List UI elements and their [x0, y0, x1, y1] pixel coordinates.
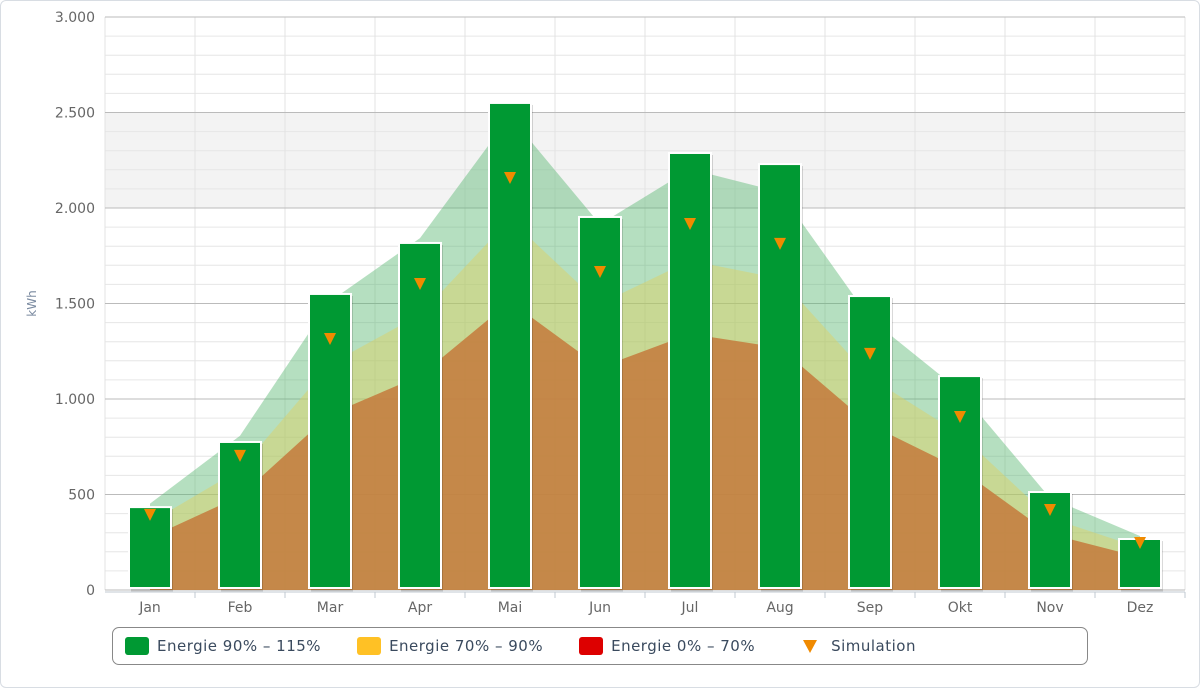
simulation-marker-Sep: [864, 347, 876, 360]
y-tick-label: 1.500: [55, 297, 95, 313]
x-tick-label: Mai: [498, 600, 523, 616]
bar-Feb: [218, 440, 262, 589]
y-tick-label: 2.500: [55, 106, 95, 122]
x-tick-label: Mar: [317, 600, 344, 616]
bar-Jun: [578, 215, 622, 590]
legend-item-simulation[interactable]: Simulation: [791, 637, 916, 655]
x-tick-label: Jun: [588, 600, 611, 616]
simulation-marker-Mai: [504, 172, 516, 185]
simulation-marker-Nov: [1044, 503, 1056, 516]
yellow-swatch-icon: [357, 637, 382, 655]
x-tick-label: Nov: [1036, 600, 1063, 616]
area-band-70%: [150, 301, 1140, 590]
y-axis-label: kWh: [25, 290, 39, 316]
y-tick-label: 500: [68, 488, 95, 504]
simulation-marker-Mar: [324, 333, 336, 346]
x-tick-label: Dez: [1127, 600, 1154, 616]
simulation-marker-Apr: [414, 278, 426, 291]
legend-item-90-115[interactable]: Energie 90% – 115%: [125, 637, 321, 655]
bar-Aug: [758, 163, 802, 589]
x-tick-label: Aug: [766, 600, 793, 616]
bar-Okt: [938, 375, 982, 589]
bar-Sep: [848, 295, 892, 589]
y-tick-label: 3.000: [55, 10, 95, 26]
simulation-marker-Jun: [594, 265, 606, 278]
bar-Apr: [398, 241, 442, 589]
x-tick-label: Jul: [681, 600, 699, 616]
simulation-marker-Dez: [1134, 537, 1146, 550]
x-tick-label: Apr: [408, 600, 432, 616]
simulation-marker-Feb: [234, 449, 246, 462]
legend-item-0-70[interactable]: Energie 0% – 70%: [579, 637, 755, 655]
y-tick-label: 0: [86, 583, 95, 599]
green-swatch-icon: [125, 637, 149, 655]
y-tick-label: 2.000: [55, 201, 95, 217]
x-tick-label: Feb: [228, 600, 253, 616]
x-tick-label: Jan: [138, 600, 161, 616]
x-tick-label: Sep: [857, 600, 884, 616]
legend-item-70-90[interactable]: Energie 70% – 90%: [357, 637, 543, 655]
red-swatch-icon: [579, 637, 604, 655]
x-tick-label: Okt: [948, 600, 973, 616]
y-tick-label: 1.000: [55, 392, 95, 408]
simulation-marker-Aug: [774, 237, 786, 250]
simulation-marker-Jan: [144, 508, 156, 521]
triangle-marker-icon: [803, 639, 818, 653]
simulation-marker-Jul: [684, 218, 696, 231]
simulation-marker-Okt: [954, 410, 966, 423]
legend: Energie 90% – 115% Energie 70% – 90% Ene…: [112, 627, 1088, 665]
